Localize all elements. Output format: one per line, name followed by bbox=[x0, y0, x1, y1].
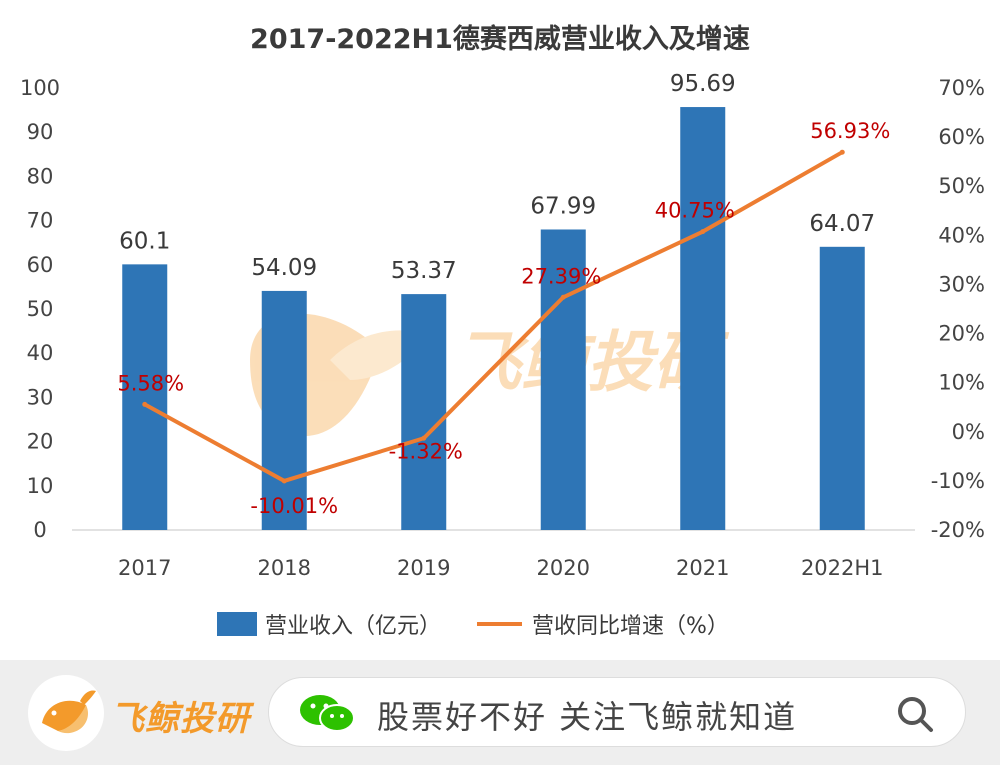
wechat-icon bbox=[300, 695, 355, 732]
line-data-label: -1.32% bbox=[389, 439, 463, 463]
x-tick-label: 2022H1 bbox=[801, 556, 884, 580]
line-labels: 5.58% -10.01% -1.32% 27.39% 40.75% 56.93% bbox=[117, 119, 890, 518]
bar bbox=[680, 107, 726, 530]
line-point bbox=[281, 478, 287, 484]
line-data-label: 27.39% bbox=[521, 264, 601, 288]
right-tick-label: 40% bbox=[938, 223, 985, 247]
x-tick-label: 2017 bbox=[118, 556, 171, 580]
watermark: 飞鲸投研 bbox=[250, 313, 730, 437]
x-tick-label: 2019 bbox=[397, 556, 450, 580]
bar-data-label: 64.07 bbox=[809, 211, 875, 237]
left-tick-label: 40 bbox=[27, 341, 54, 365]
left-tick-label: 80 bbox=[27, 164, 54, 188]
right-tick-label: 0% bbox=[952, 420, 985, 444]
chart-title: 2017-2022H1德赛西威营业收入及增速 bbox=[250, 23, 750, 55]
left-tick-label: 30 bbox=[27, 385, 54, 409]
legend-line-label: 营收同比增速（%） bbox=[532, 614, 729, 639]
bar-labels: 60.1 54.09 53.37 67.99 95.69 64.07 bbox=[119, 71, 875, 284]
growth-line bbox=[143, 150, 844, 483]
bar-data-label: 95.69 bbox=[670, 71, 736, 97]
x-tick-label: 2020 bbox=[537, 556, 590, 580]
right-tick-label: -10% bbox=[931, 469, 985, 493]
footer-bar: 飞鲸投研 股票好不好 关注飞鲸就知道 bbox=[0, 660, 1000, 765]
chart: 飞鲸投研 2017-2022H1德赛西威营业收入及增速 100908070605… bbox=[20, 23, 985, 639]
bar bbox=[540, 229, 586, 531]
bar bbox=[819, 246, 865, 530]
left-tick-label: 60 bbox=[27, 253, 54, 277]
left-tick-label: 90 bbox=[27, 120, 54, 144]
legend: 营业收入（亿元） 营收同比增速（%） bbox=[217, 612, 729, 639]
search-box[interactable]: 股票好不好 关注飞鲸就知道 bbox=[268, 677, 966, 747]
right-axis-ticks: 70% 60% 50% 40% 30% 20% 10% 0% -10% -20% bbox=[931, 76, 985, 542]
whale-logo-icon bbox=[42, 690, 96, 734]
right-tick-label: 30% bbox=[938, 272, 985, 296]
left-tick-label: 50 bbox=[27, 297, 54, 321]
legend-bar-label: 营业收入（亿元） bbox=[265, 614, 441, 639]
line-data-label: -10.01% bbox=[250, 494, 338, 518]
line-point bbox=[839, 149, 845, 155]
brand-name: 飞鲸投研 bbox=[110, 699, 250, 739]
x-tick-label: 2018 bbox=[258, 556, 311, 580]
line-point bbox=[700, 229, 706, 235]
line-data-label: 40.75% bbox=[655, 199, 735, 223]
line-point bbox=[421, 435, 427, 441]
chart-area: 飞鲸投研 2017-2022H1德赛西威营业收入及增速 100 90 80 70 60 5… bbox=[19, 23, 985, 639]
right-tick-label: -20% bbox=[931, 518, 985, 542]
line-series bbox=[142, 149, 845, 484]
right-tick-label: 70% bbox=[938, 76, 985, 100]
bar-data-label: 67.99 bbox=[530, 193, 596, 219]
search-slogan: 股票好不好 关注飞鲸就知道 bbox=[377, 698, 798, 736]
left-tick-label: 20 bbox=[27, 430, 54, 454]
right-tick-label: 10% bbox=[938, 371, 985, 395]
x-tick-label: 2021 bbox=[676, 556, 729, 580]
legend-bar-swatch bbox=[217, 612, 257, 636]
left-tick-label: 10 bbox=[27, 474, 54, 498]
left-tick-label: 0 bbox=[33, 518, 46, 542]
line-data-label: 56.93% bbox=[810, 119, 890, 143]
brand-logo bbox=[28, 675, 104, 751]
bar-data-label: 53.37 bbox=[391, 258, 457, 284]
bar-series bbox=[122, 107, 865, 531]
right-tick-label: 50% bbox=[938, 174, 985, 198]
search-icon[interactable] bbox=[895, 694, 935, 734]
right-tick-label: 60% bbox=[938, 125, 985, 149]
x-axis-ticks: 2017 2018 2019 2020 2021 2022H1 bbox=[118, 556, 884, 580]
right-tick-label: 20% bbox=[938, 322, 985, 346]
bar bbox=[401, 294, 447, 530]
bar bbox=[122, 264, 168, 530]
left-tick-label: 70 bbox=[27, 209, 54, 233]
line-point bbox=[142, 401, 148, 407]
left-tick-label: 100 bbox=[20, 76, 60, 100]
line-point bbox=[560, 294, 566, 300]
bar bbox=[261, 290, 307, 530]
bar-data-label: 54.09 bbox=[251, 255, 317, 281]
bar-data-label: 60.1 bbox=[119, 228, 170, 254]
line-data-label: 5.58% bbox=[117, 371, 184, 395]
